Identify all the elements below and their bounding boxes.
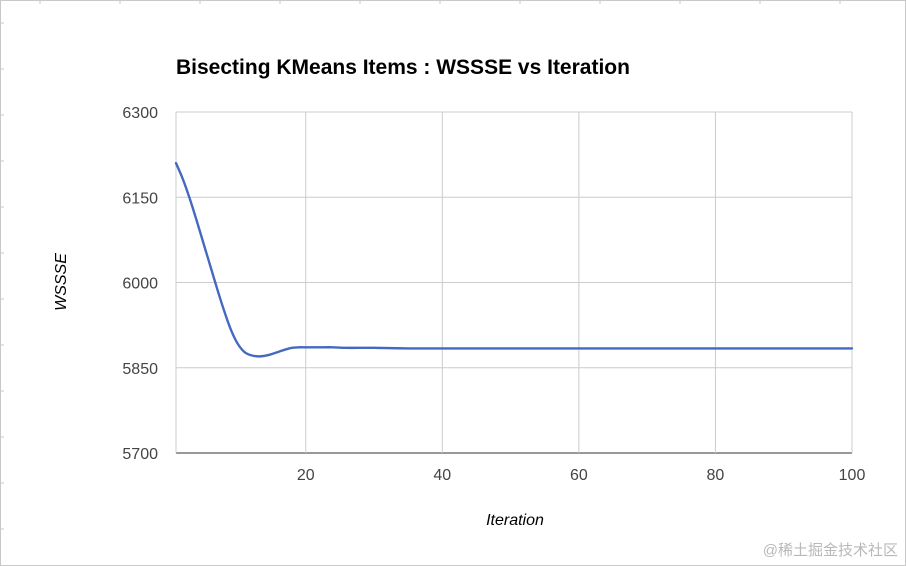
x-tick-label: 80 xyxy=(707,467,725,484)
x-tick-label: 100 xyxy=(839,467,866,484)
gridlines xyxy=(175,111,853,454)
x-tick-labels: 20 40 60 80 100 xyxy=(297,467,866,484)
y-tick-label: 6150 xyxy=(122,190,158,207)
series-group xyxy=(174,161,854,358)
x-tick-label: 20 xyxy=(297,467,315,484)
y-tick-label: 5700 xyxy=(122,446,158,463)
watermark: @稀土掘金技术社区 xyxy=(762,542,898,559)
series-line xyxy=(174,161,854,358)
y-tick-labels: 5700 5850 6000 6150 6300 xyxy=(122,105,158,463)
y-tick-label: 6300 xyxy=(122,105,158,122)
x-axis-label: Iteration xyxy=(486,512,544,529)
y-tick-label: 5850 xyxy=(122,361,158,378)
chart-title: Bisecting KMeans Items : WSSSE vs Iterat… xyxy=(176,56,630,79)
y-tick-label: 6000 xyxy=(122,276,158,293)
x-tick-label: 60 xyxy=(570,467,588,484)
x-tick-label: 40 xyxy=(433,467,451,484)
